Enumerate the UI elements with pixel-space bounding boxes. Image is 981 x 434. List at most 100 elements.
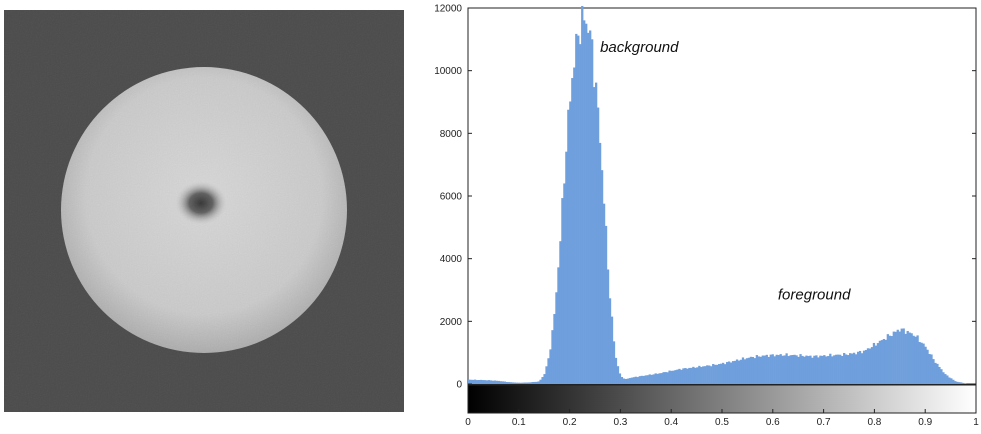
x-tick-label: 0.1 <box>512 417 526 428</box>
histogram-bar <box>509 382 512 384</box>
histogram-bar <box>811 357 814 384</box>
histogram-bar <box>847 355 850 384</box>
histogram-bar <box>821 355 824 384</box>
histogram-bar <box>839 354 842 384</box>
histogram-bar <box>874 345 878 384</box>
grayscale-disc-image <box>4 10 404 412</box>
histogram-bar <box>563 183 566 384</box>
histogram-bar <box>884 339 887 384</box>
y-tick-label: 4000 <box>440 254 463 265</box>
histogram-bar <box>948 377 951 384</box>
grayscale-colorbar <box>467 384 977 414</box>
histogram-bar <box>940 369 943 384</box>
histogram-bar <box>553 314 556 384</box>
x-tick-label: 0.9 <box>918 417 932 428</box>
histogram-bar <box>672 370 675 384</box>
histogram-bar <box>640 375 643 384</box>
y-tick-label: 12000 <box>434 4 462 15</box>
histogram-bar <box>513 382 516 384</box>
histogram-bar <box>529 382 532 384</box>
histogram-bar <box>866 348 870 384</box>
histogram-bar <box>890 336 893 384</box>
histogram-bar <box>936 363 939 384</box>
histogram-bar <box>525 382 528 384</box>
histogram-bar <box>648 374 651 384</box>
histogram-bar <box>807 356 810 384</box>
histogram-bar <box>495 380 499 384</box>
histogram-bar <box>507 382 510 384</box>
histogram-bar <box>741 357 745 384</box>
histogram-bar <box>946 375 949 384</box>
histogram-bar <box>835 354 838 384</box>
x-tick-label: 0.6 <box>766 417 780 428</box>
histogram-bar <box>722 362 725 384</box>
histogram-bar <box>886 334 889 384</box>
histogram-bar <box>660 373 663 384</box>
histogram-bar <box>475 380 479 384</box>
histogram-bar <box>539 379 542 384</box>
histogram-bar <box>829 353 832 384</box>
histogram-bar <box>680 369 683 384</box>
histogram-bar <box>636 377 639 384</box>
histogram-bar <box>892 331 895 384</box>
histogram-bar <box>565 151 568 384</box>
histogram-bar <box>739 359 743 384</box>
histogram-bar <box>634 376 637 384</box>
plot-frame <box>467 7 977 385</box>
histogram-bar <box>914 336 917 384</box>
histogram-bar <box>954 381 957 384</box>
histogram-bar <box>630 377 633 384</box>
x-tick-label: 0.3 <box>613 417 627 428</box>
histogram-bar <box>579 44 582 384</box>
histogram-bar <box>682 368 685 384</box>
histogram-bar <box>854 354 858 384</box>
histogram-bar <box>614 357 618 384</box>
histogram-bar <box>585 23 588 384</box>
x-tick-label: 0.7 <box>817 417 831 428</box>
histogram-bar <box>962 382 965 384</box>
histogram-bar <box>533 381 536 384</box>
histogram-bar <box>608 298 612 384</box>
histogram-bar <box>785 353 788 384</box>
histogram-bar <box>670 370 673 384</box>
histogram-bar <box>483 380 487 384</box>
histogram-bar <box>481 380 485 384</box>
histogram-bar <box>477 380 481 384</box>
histogram-bar <box>964 383 967 384</box>
histogram-bar <box>559 241 562 384</box>
histogram-bar <box>545 366 548 384</box>
histogram-bar <box>487 380 491 384</box>
histogram-bar <box>831 356 834 384</box>
histogram-bar <box>928 354 931 384</box>
histogram-bar <box>910 333 913 384</box>
histogram-bar <box>860 353 864 384</box>
y-tick-label: 8000 <box>440 129 463 140</box>
histogram-bar <box>920 342 923 384</box>
histogram-bar <box>787 356 790 384</box>
histogram-bar <box>872 342 876 384</box>
histogram-bar <box>666 372 669 384</box>
histogram-bar <box>505 382 508 384</box>
histogram-bar <box>531 382 534 384</box>
histogram-bar <box>753 358 757 384</box>
x-tick-label: 1 <box>973 417 979 428</box>
histogram-bar <box>501 381 505 384</box>
histogram-bar <box>583 20 586 385</box>
histogram-bar <box>535 381 538 384</box>
histogram-bar <box>622 378 626 384</box>
histogram-bar <box>751 356 755 384</box>
histogram-bar <box>801 355 804 384</box>
histogram-bar <box>587 32 590 384</box>
histogram-svg: 0 2000 4000 6000 8000 10000 12000 background fo… <box>434 4 979 429</box>
histogram-bar <box>942 372 945 384</box>
histogram-bar <box>469 379 473 384</box>
x-tick-label: 0.2 <box>563 417 577 428</box>
histogram-bar <box>749 356 753 384</box>
histogram-bar <box>664 372 667 384</box>
histogram-bar <box>843 352 846 384</box>
histogram-bar <box>737 360 741 384</box>
histogram-bar <box>706 365 709 384</box>
annotation-background: background <box>600 39 679 56</box>
histogram-bar <box>628 378 632 384</box>
y-tick-label: 0 <box>456 380 462 391</box>
